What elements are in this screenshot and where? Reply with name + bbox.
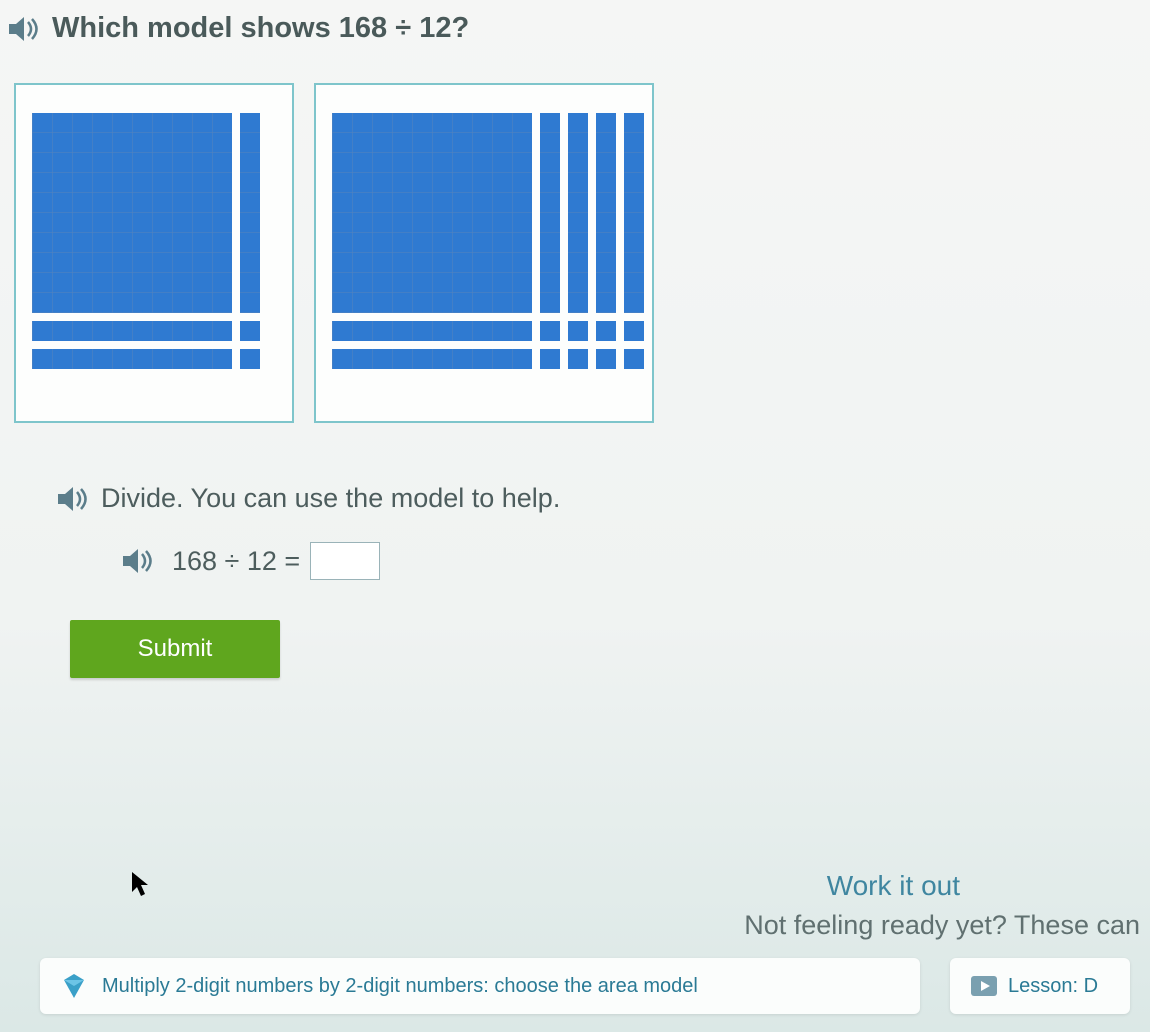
model-option-a[interactable] — [14, 83, 294, 423]
speaker-icon[interactable] — [120, 546, 156, 576]
ten-row-block — [32, 349, 232, 369]
hundred-block — [332, 113, 532, 313]
ten-column-block — [596, 113, 616, 313]
unit-block — [624, 321, 644, 341]
question-text: Which model shows 168 ÷ 12? — [52, 12, 469, 45]
speaker-icon[interactable] — [6, 14, 42, 44]
equation-text: 168 ÷ 12 = — [172, 546, 300, 577]
work-it-out-heading: Work it out — [827, 870, 960, 902]
ten-column-block — [540, 113, 560, 313]
ten-column-block — [624, 113, 644, 313]
unit-block — [540, 349, 560, 369]
ten-column-block — [568, 113, 588, 313]
unit-block — [568, 349, 588, 369]
lesson-link[interactable]: Lesson: D — [950, 958, 1130, 1014]
area-model-b — [332, 113, 636, 369]
cursor-icon — [130, 870, 152, 905]
related-skill-label: Multiply 2-digit numbers by 2-digit numb… — [102, 975, 698, 998]
divide-instruction-text: Divide. You can use the model to help. — [101, 483, 560, 514]
unit-block — [596, 349, 616, 369]
gem-icon — [60, 972, 88, 1000]
bottom-bar: Multiply 2-digit numbers by 2-digit numb… — [40, 958, 1130, 1014]
question-row: Which model shows 168 ÷ 12? — [0, 0, 1150, 65]
ten-column-block — [240, 113, 260, 313]
ten-row-block — [32, 321, 232, 341]
unit-block — [240, 349, 260, 369]
ten-row-block — [332, 321, 532, 341]
ten-row-block — [332, 349, 532, 369]
unit-block — [596, 321, 616, 341]
unit-block — [568, 321, 588, 341]
model-option-b[interactable] — [314, 83, 654, 423]
answer-input[interactable] — [310, 542, 380, 580]
submit-button[interactable]: Submit — [70, 620, 280, 678]
not-ready-text: Not feeling ready yet? These can — [744, 910, 1140, 941]
hundred-block — [32, 113, 232, 313]
unit-block — [240, 321, 260, 341]
equation-row: 168 ÷ 12 = — [0, 542, 1150, 580]
divide-instruction-row: Divide. You can use the model to help. — [0, 483, 1150, 514]
unit-block — [624, 349, 644, 369]
play-icon — [970, 975, 998, 997]
area-model-a — [32, 113, 276, 369]
related-skill-link[interactable]: Multiply 2-digit numbers by 2-digit numb… — [40, 958, 920, 1014]
models-row — [0, 83, 1150, 423]
speaker-icon[interactable] — [55, 484, 91, 514]
unit-block — [540, 321, 560, 341]
lesson-label: Lesson: D — [1008, 975, 1098, 998]
